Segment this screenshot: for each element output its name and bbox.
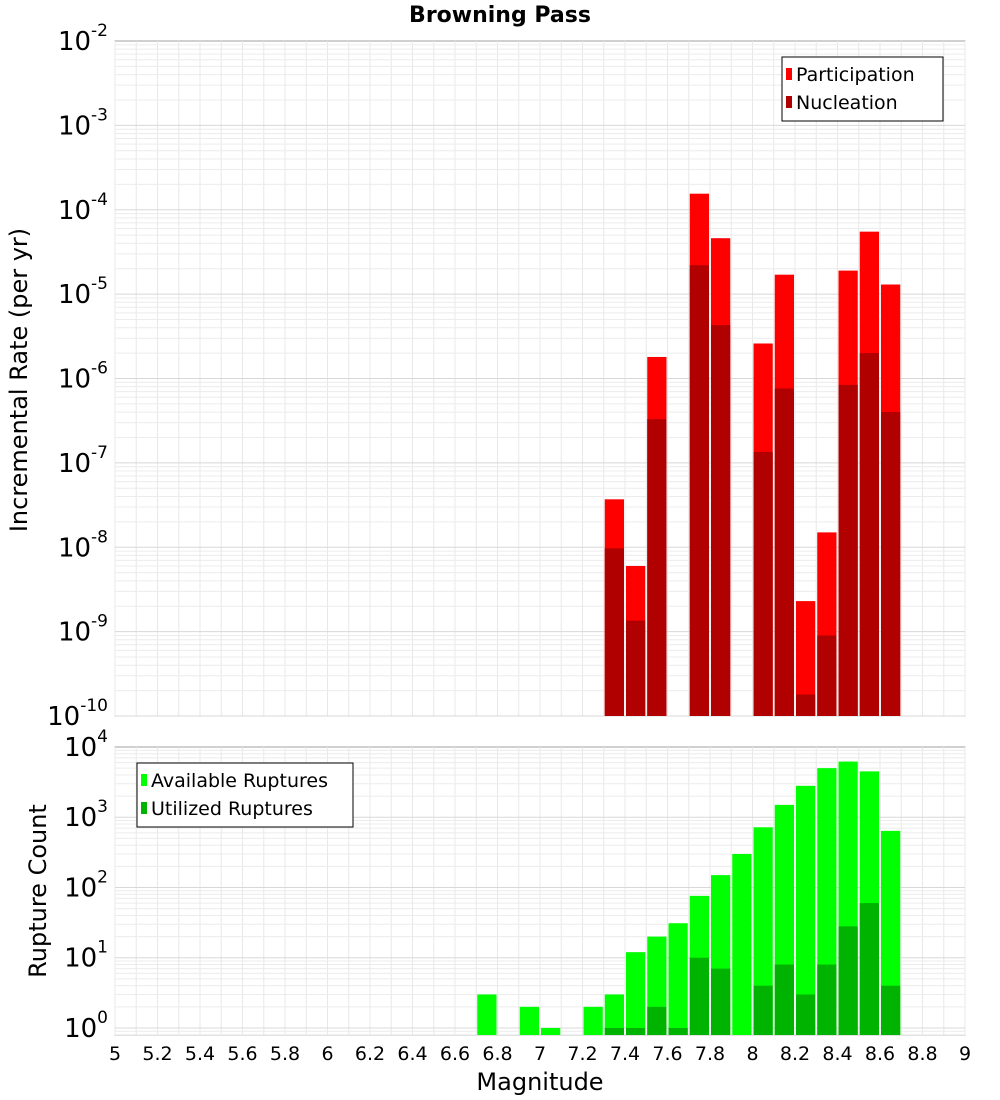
rate-bar-nucleation bbox=[689, 265, 709, 716]
rate-bar-nucleation bbox=[647, 419, 667, 716]
x-tick-label: 6.4 bbox=[397, 1043, 427, 1065]
x-tick-label: 7.4 bbox=[610, 1043, 640, 1065]
count-bar-utilized-ruptures bbox=[838, 926, 858, 1035]
count-panel: 100 101 102 103 104 Rupture Count Available … bbox=[24, 727, 966, 1044]
count-bar-utilized-ruptures bbox=[859, 903, 879, 1035]
rate-legend: Participation Nucleation bbox=[781, 56, 944, 122]
count-bar-utilized-ruptures bbox=[817, 964, 837, 1035]
x-tick-label: 6.8 bbox=[482, 1043, 512, 1065]
count-bar-utilized-ruptures bbox=[604, 1027, 624, 1035]
count-y-ticks: 100 101 102 103 104 bbox=[64, 727, 108, 1044]
legend-swatch bbox=[786, 96, 792, 108]
count-bars bbox=[477, 761, 901, 1035]
rate-bar-nucleation bbox=[753, 451, 773, 716]
rate-bar-nucleation bbox=[859, 353, 879, 716]
rate-bars bbox=[604, 193, 901, 716]
count-bar-utilized-ruptures bbox=[711, 968, 731, 1035]
count-bar-utilized-ruptures bbox=[774, 964, 794, 1035]
count-legend-box bbox=[136, 762, 354, 828]
count-bar-available-ruptures bbox=[626, 952, 646, 1035]
count-bar-available-ruptures bbox=[796, 785, 816, 1035]
x-tick-label: 8.8 bbox=[907, 1043, 937, 1065]
count-bar-available-ruptures bbox=[477, 994, 497, 1035]
count-bar-available-ruptures bbox=[668, 923, 688, 1035]
count-bar-available-ruptures bbox=[541, 1027, 561, 1035]
x-tick-label: 8 bbox=[746, 1043, 758, 1065]
count-bar-utilized-ruptures bbox=[668, 1027, 688, 1035]
x-tick-label: 5.8 bbox=[270, 1043, 300, 1065]
x-tick-label: 5.2 bbox=[142, 1043, 172, 1065]
count-bar-utilized-ruptures bbox=[881, 985, 901, 1035]
y-tick-label: 10-6 bbox=[58, 359, 108, 395]
y-tick-label: 10-4 bbox=[58, 190, 108, 226]
count-bar-available-ruptures bbox=[732, 853, 752, 1035]
x-tick-label: 9 bbox=[959, 1043, 971, 1065]
x-tick-label: 6.2 bbox=[355, 1043, 385, 1065]
x-tick-label: 7.2 bbox=[567, 1043, 597, 1065]
count-bar-available-ruptures bbox=[753, 827, 773, 1035]
legend-label: Utilized Ruptures bbox=[151, 798, 313, 820]
x-tick-label: 8.2 bbox=[780, 1043, 810, 1065]
rate-panel: 10-10 10-9 10-8 10-7 10-6 10-5 10-4 10-3 10-2 In… bbox=[5, 21, 966, 732]
legend-label: Participation bbox=[796, 64, 915, 86]
x-tick-label: 6 bbox=[321, 1043, 333, 1065]
x-tick-label: 5.4 bbox=[185, 1043, 215, 1065]
count-bar-utilized-ruptures bbox=[753, 985, 773, 1035]
rate-y-axis-label: Incremental Rate (per yr) bbox=[5, 228, 33, 532]
x-axis-ticks: 5 5.2 5.4 5.6 5.8 6 6.2 6.4 6.6 6.8 7 7.2 7.4 7.6 7.8 8… bbox=[109, 1043, 971, 1065]
y-tick-label: 10-5 bbox=[58, 274, 108, 310]
rate-grid bbox=[114, 41, 966, 717]
legend-label: Nucleation bbox=[796, 92, 898, 114]
y-tick-label: 10-3 bbox=[58, 105, 108, 141]
legend-swatch bbox=[786, 68, 792, 80]
count-bar-utilized-ruptures bbox=[626, 1027, 646, 1035]
x-tick-label: 8.4 bbox=[822, 1043, 852, 1065]
y-tick-label: 100 bbox=[64, 1008, 108, 1044]
legend-swatch bbox=[141, 802, 147, 814]
y-tick-label: 104 bbox=[64, 727, 108, 763]
x-tick-label: 7 bbox=[534, 1043, 546, 1065]
rate-bar-participation bbox=[796, 601, 816, 716]
y-tick-label: 101 bbox=[64, 938, 108, 974]
legend-swatch bbox=[141, 774, 147, 786]
y-tick-label: 10-2 bbox=[58, 21, 108, 57]
legend-label: Available Ruptures bbox=[151, 770, 328, 792]
count-bar-utilized-ruptures bbox=[689, 957, 709, 1035]
count-legend: Available Ruptures Utilized Ruptures bbox=[136, 762, 354, 828]
count-y-axis-label: Rupture Count bbox=[24, 804, 52, 978]
count-bar-utilized-ruptures bbox=[796, 994, 816, 1035]
count-bar-available-ruptures bbox=[519, 1006, 539, 1035]
rate-legend-box bbox=[781, 56, 944, 122]
rate-bar-nucleation bbox=[626, 620, 646, 716]
x-tick-label: 7.8 bbox=[695, 1043, 725, 1065]
count-bar-utilized-ruptures bbox=[647, 1006, 667, 1035]
rate-bar-nucleation bbox=[838, 384, 858, 716]
y-tick-label: 10-9 bbox=[58, 612, 108, 648]
x-tick-label: 8.6 bbox=[865, 1043, 895, 1065]
x-tick-label: 5.6 bbox=[227, 1043, 257, 1065]
rate-bar-nucleation bbox=[881, 412, 901, 716]
y-tick-label: 103 bbox=[64, 797, 108, 833]
y-tick-label: 10-10 bbox=[47, 696, 108, 732]
y-tick-label: 102 bbox=[64, 867, 108, 903]
x-tick-label: 5 bbox=[109, 1043, 121, 1065]
rate-bar-nucleation bbox=[604, 548, 624, 716]
x-axis-label: Magnitude bbox=[476, 1068, 603, 1096]
rate-y-ticks: 10-10 10-9 10-8 10-7 10-6 10-5 10-4 10-3 10-2 bbox=[47, 21, 108, 732]
y-tick-label: 10-8 bbox=[58, 527, 108, 563]
chart-title: Browning Pass bbox=[409, 3, 591, 28]
rate-bar-nucleation bbox=[796, 694, 816, 716]
x-tick-label: 7.6 bbox=[652, 1043, 682, 1065]
count-bar-available-ruptures bbox=[881, 830, 901, 1035]
rate-bar-nucleation bbox=[774, 388, 794, 716]
y-tick-label: 10-7 bbox=[58, 443, 108, 479]
rate-bar-nucleation bbox=[817, 635, 837, 716]
rate-bar-nucleation bbox=[711, 325, 731, 716]
x-tick-label: 6.6 bbox=[440, 1043, 470, 1065]
count-bar-available-ruptures bbox=[604, 994, 624, 1035]
count-bar-available-ruptures bbox=[583, 1006, 603, 1035]
